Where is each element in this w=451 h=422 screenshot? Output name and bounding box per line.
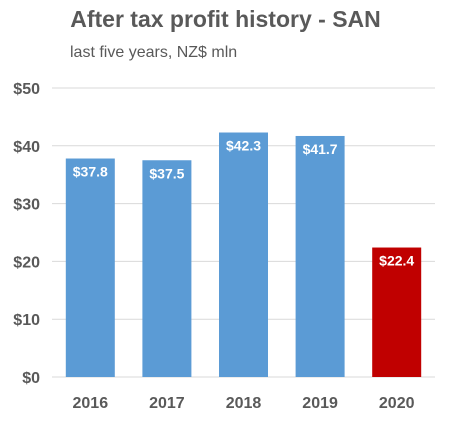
data-label: $37.8: [73, 164, 108, 180]
bar: [219, 132, 268, 377]
x-tick-label: 2016: [73, 395, 109, 412]
data-label: $41.7: [303, 141, 338, 157]
x-tick-label: 2017: [149, 395, 185, 412]
bar: [65, 158, 115, 377]
y-tick-label: $0: [22, 370, 40, 387]
y-tick-label: $20: [13, 254, 40, 271]
y-tick-label: $40: [13, 139, 40, 156]
chart-title: After tax profit history - SAN: [70, 6, 381, 32]
x-tick-label: 2020: [379, 395, 415, 412]
data-label: $22.4: [379, 253, 414, 269]
bar: [142, 160, 192, 377]
x-tick-label: 2019: [302, 395, 338, 412]
y-tick-label: $30: [13, 197, 40, 214]
bar: [372, 247, 422, 377]
data-label: $37.5: [149, 165, 184, 181]
data-label: $42.3: [226, 138, 261, 154]
y-tick-label: $50: [13, 81, 40, 98]
chart-subtitle: last five years, NZ$ mln: [70, 44, 238, 61]
x-tick-label: 2018: [226, 395, 262, 412]
y-tick-label: $10: [13, 312, 40, 329]
bar: [295, 135, 345, 377]
